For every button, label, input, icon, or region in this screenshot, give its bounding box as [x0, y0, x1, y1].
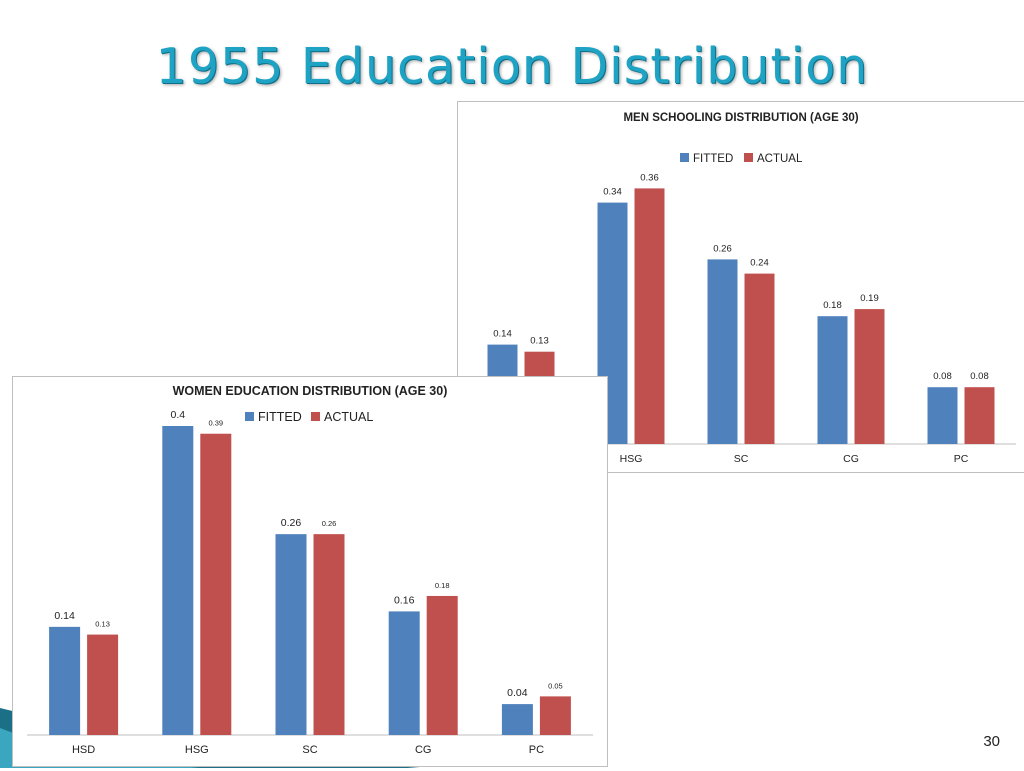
women-bar-actual-sc — [313, 534, 345, 735]
men-legend-swatch-fitted — [680, 153, 689, 162]
women-data-label-fitted-hsd: 0.14 — [54, 610, 75, 622]
men-data-label-fitted-hsg: 0.34 — [603, 187, 622, 198]
women-bar-actual-hsg — [200, 433, 232, 735]
women-data-label-actual-sc: 0.26 — [322, 519, 337, 528]
men-data-label-actual-cg: 0.19 — [860, 293, 879, 304]
men-data-label-actual-hsd: 0.13 — [530, 336, 549, 347]
women-data-label-actual-hsg: 0.39 — [208, 419, 223, 428]
men-data-label-fitted-pc: 0.08 — [933, 371, 952, 382]
men-x-tick-hsg: HSG — [620, 453, 643, 465]
women-data-label-fitted-sc: 0.26 — [281, 517, 302, 529]
women-bar-fitted-pc — [501, 704, 533, 735]
men-legend-label-fitted: FITTED — [693, 153, 733, 165]
men-data-label-fitted-hsd: 0.14 — [493, 329, 512, 340]
women-x-tick-hsd: HSD — [72, 744, 95, 756]
men-data-label-fitted-cg: 0.18 — [823, 300, 842, 311]
women-bar-fitted-hsg — [162, 426, 194, 735]
women-legend-swatch-fitted — [245, 412, 254, 421]
men-data-label-fitted-sc: 0.26 — [713, 243, 732, 254]
men-x-tick-pc: PC — [954, 453, 969, 465]
men-data-label-actual-hsg: 0.36 — [640, 172, 659, 183]
women-chart-title: WOMEN EDUCATION DISTRIBUTION (AGE 30) — [173, 384, 448, 398]
women-education-chart: WOMEN EDUCATION DISTRIBUTION (AGE 30) FIT… — [12, 376, 608, 767]
men-x-tick-cg: CG — [843, 453, 859, 465]
women-bar-actual-pc — [539, 696, 571, 735]
men-bar-fitted-sc — [707, 259, 738, 444]
slide-number: 30 — [983, 733, 1000, 750]
women-x-tick-cg: CG — [415, 744, 432, 756]
women-bar-actual-hsd — [87, 634, 119, 735]
men-bar-fitted-pc — [927, 387, 958, 444]
men-schooling-chart: MEN SCHOOLING DISTRIBUTION (AGE 30) FITTE… — [457, 101, 1024, 473]
men-chart-title: MEN SCHOOLING DISTRIBUTION (AGE 30) — [623, 112, 858, 124]
men-bar-actual-hsg — [634, 188, 665, 444]
women-data-label-actual-hsd: 0.13 — [95, 620, 110, 629]
women-legend-label-actual: ACTUAL — [324, 410, 373, 424]
women-bar-fitted-cg — [388, 611, 420, 735]
women-data-label-fitted-hsg: 0.4 — [170, 409, 185, 421]
men-bar-actual-pc — [964, 387, 995, 444]
women-x-tick-hsg: HSG — [185, 744, 209, 756]
men-legend-label-actual: ACTUAL — [757, 153, 803, 165]
women-bar-fitted-sc — [275, 534, 307, 735]
women-data-label-actual-cg: 0.18 — [435, 581, 450, 590]
women-data-label-fitted-cg: 0.16 — [394, 594, 415, 606]
women-x-tick-sc: SC — [302, 744, 317, 756]
women-legend-swatch-actual — [311, 412, 320, 421]
men-bar-fitted-cg — [817, 316, 848, 444]
slide-title: 1955 Education Distribution — [155, 38, 869, 95]
men-bar-actual-cg — [854, 309, 885, 444]
men-legend-swatch-actual — [744, 153, 753, 162]
women-chart-svg: WOMEN EDUCATION DISTRIBUTION (AGE 30) FIT… — [27, 384, 593, 756]
women-x-tick-pc: PC — [529, 744, 544, 756]
women-data-label-actual-pc: 0.05 — [548, 681, 563, 690]
men-data-label-actual-pc: 0.08 — [970, 371, 989, 382]
men-bar-actual-sc — [744, 273, 775, 444]
women-legend-label-fitted: FITTED — [258, 410, 302, 424]
men-x-tick-sc: SC — [734, 453, 749, 465]
women-data-label-fitted-pc: 0.04 — [507, 687, 528, 699]
women-bar-fitted-hsd — [49, 626, 81, 735]
women-bar-actual-cg — [426, 595, 458, 735]
men-data-label-actual-sc: 0.24 — [750, 258, 769, 269]
